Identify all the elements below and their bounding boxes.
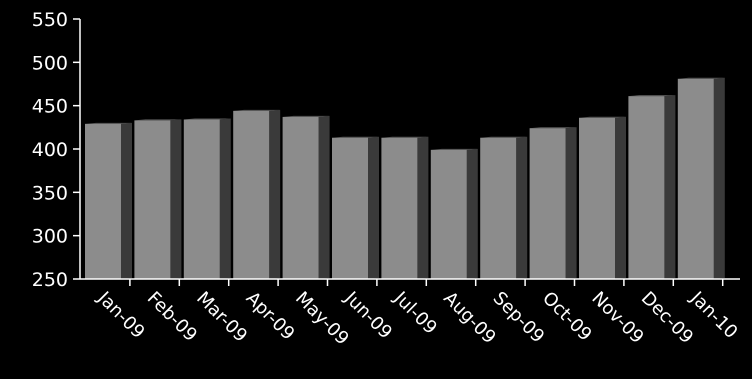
bar-top bbox=[677, 77, 725, 79]
bar bbox=[430, 149, 467, 279]
bar-top bbox=[183, 118, 231, 120]
bar bbox=[282, 116, 319, 279]
y-tick-label: 350 bbox=[32, 182, 68, 204]
y-tick-label: 300 bbox=[32, 226, 68, 248]
y-tick-label: 500 bbox=[32, 52, 68, 74]
bar-top bbox=[480, 136, 528, 138]
bar-top bbox=[579, 116, 626, 118]
bar-side bbox=[269, 109, 281, 279]
y-axis: 250 300 350 400 450 500 550 bbox=[32, 9, 81, 291]
bar bbox=[480, 137, 517, 279]
bar-side bbox=[121, 122, 132, 279]
bar bbox=[134, 120, 171, 280]
bar bbox=[183, 119, 220, 280]
x-tick-label: Jul-09 bbox=[389, 287, 441, 339]
bar-side bbox=[466, 148, 478, 279]
bar-top bbox=[134, 119, 182, 121]
x-tick-label: Sep-09 bbox=[489, 288, 549, 348]
bar-side bbox=[368, 136, 379, 279]
bar-top bbox=[628, 95, 676, 97]
y-tick-label: 250 bbox=[32, 269, 68, 291]
bar-side bbox=[516, 136, 528, 279]
y-tick-label: 400 bbox=[32, 139, 68, 161]
bar-top bbox=[430, 148, 478, 150]
x-tick-label: Feb-09 bbox=[143, 288, 201, 346]
bar bbox=[529, 128, 566, 279]
bar-top bbox=[332, 136, 379, 138]
bar bbox=[579, 117, 615, 279]
bar-side bbox=[615, 116, 626, 279]
bar-side bbox=[318, 115, 330, 279]
x-tick-label: Oct-09 bbox=[538, 288, 596, 346]
bar bbox=[85, 123, 121, 279]
bar-side bbox=[170, 119, 182, 280]
bar-top bbox=[282, 115, 330, 117]
x-tick-label: Aug-09 bbox=[439, 288, 499, 348]
bars-group bbox=[85, 77, 725, 280]
x-tick-label: Jan-09 bbox=[93, 287, 149, 343]
bar bbox=[628, 96, 665, 279]
bar-side bbox=[219, 118, 231, 280]
bar-top bbox=[381, 136, 429, 138]
x-tick-label: May-09 bbox=[291, 288, 353, 350]
bar-side bbox=[565, 127, 577, 279]
bar bbox=[233, 110, 270, 279]
bar-side bbox=[664, 95, 676, 279]
y-tick-label: 450 bbox=[32, 96, 68, 118]
bar bbox=[677, 78, 714, 279]
x-tick-label: Apr-09 bbox=[242, 288, 299, 345]
x-tick-label: Mar-09 bbox=[192, 288, 251, 347]
bar bbox=[332, 137, 368, 279]
bar-side bbox=[417, 136, 429, 279]
x-tick-label: Dec-09 bbox=[637, 288, 697, 348]
bar bbox=[381, 137, 418, 279]
bar-top bbox=[233, 109, 281, 111]
y-tick-label: 550 bbox=[32, 9, 68, 31]
bar-side bbox=[713, 77, 725, 279]
x-axis: Jan-09Feb-09Mar-09Apr-09May-09Jun-09Jul-… bbox=[80, 278, 742, 350]
x-tick-label: Nov-09 bbox=[587, 288, 647, 348]
bar-top bbox=[85, 122, 132, 124]
bar-top bbox=[529, 127, 577, 129]
